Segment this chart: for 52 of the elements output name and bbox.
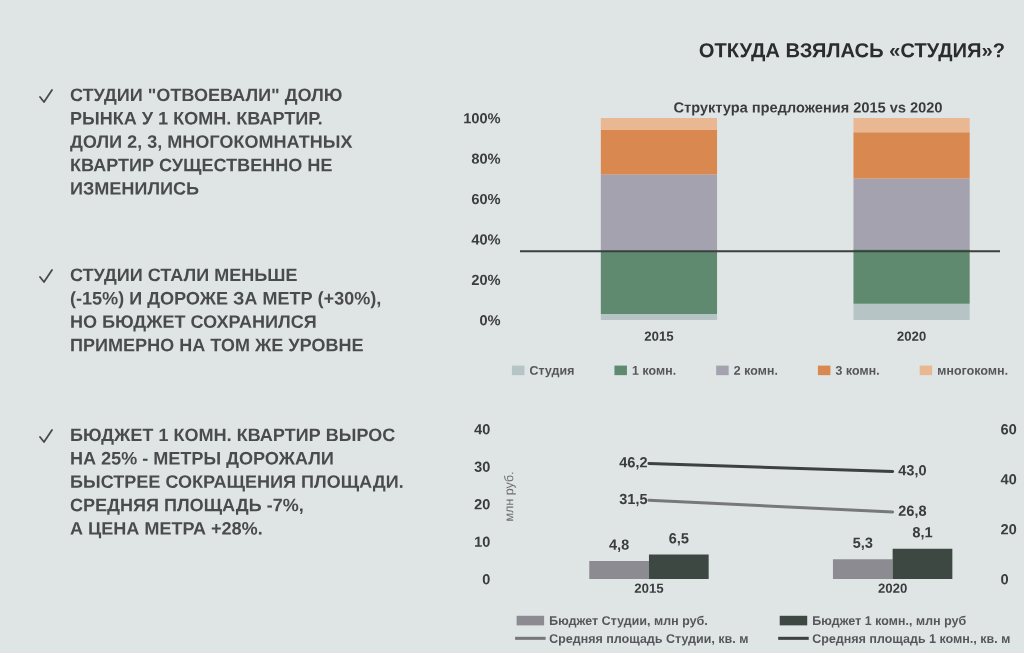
legend-label: 3 комн. [835, 365, 879, 375]
data-label: 4,8 [609, 539, 629, 552]
legend-label: многокомн. [938, 367, 1008, 375]
data-label: 26,8 [898, 505, 927, 519]
y2-tick-label: 0 [1001, 574, 1009, 585]
data-label: 43,0 [898, 465, 926, 478]
bar [600, 174, 718, 252]
y-axis-title: млн руб. [504, 472, 516, 521]
legend-label: 2 комн. [734, 365, 778, 375]
y-tick-label: 10 [475, 536, 490, 547]
y-tick-label: 40% [471, 234, 501, 245]
data-label: 31,5 [619, 493, 648, 507]
data-label: 8,1 [912, 527, 933, 540]
text: СТУДИИ "ОТВОЕВАЛИ" ДОЛЮ РЫНКА У 1 КОМН. КВАРТИР. ДОЛИ 2, 3, МНОГОКОМНАТНЫХ КВАРТИР СУЩЕСТВЕННО НЕ ИЗМЕНИЛИСЬ [70, 88, 353, 195]
bar [600, 130, 718, 175]
chart-title: Структура предложения 2015 vs 2020 [674, 102, 942, 116]
x-tick-label: 2020 [897, 331, 926, 341]
x-tick-label: 2015 [644, 331, 674, 341]
x-tick-label: 2015 [634, 583, 664, 593]
y2-tick-label: 20 [1001, 524, 1017, 535]
x-tick-label: 2020 [878, 583, 907, 593]
legend-label: Средняя площадь 1 комн., кв. м [812, 634, 1010, 646]
bar [600, 118, 718, 131]
y-tick-label: 0% [480, 315, 501, 326]
text: СТУДИИ СТАЛИ МЕНЬШЕ (-15%) И ДОРОЖЕ ЗА МЕТР (+30%), НО БЮДЖЕТ СОХРАНИЛСЯ ПРИМЕРНО НА ТОМ ЖЕ УРОВНЕ [70, 268, 381, 352]
y-tick-label: 20 [474, 499, 490, 510]
y-tick-label: 20% [471, 274, 501, 286]
y-tick-label: 0 [482, 574, 490, 585]
legend-label: Бюджет Студии, млн руб. [549, 615, 707, 628]
y-tick-label: 80% [471, 153, 501, 164]
y-tick-label: 30 [474, 461, 490, 472]
y-tick-label: 40 [474, 424, 490, 435]
bar [853, 303, 970, 320]
text: БЮДЖЕТ 1 КОМН. КВАРТИР ВЫРОС НА 25% - МЕТРЫ ДОРОЖАЛИ БЫСТРЕЕ СОКРАЩЕНИЯ ПЛОЩАДИ. СРЕДНЯЯ ПЛОЩАДЬ -7%, А ЦЕНА МЕТРА +28%. [70, 428, 403, 539]
data-label: 46,2 [619, 457, 647, 470]
data-label: 5,3 [853, 537, 873, 551]
bar [600, 251, 718, 314]
legend-label: Средняя площадь Студии, кв. м [549, 634, 748, 646]
bar [853, 118, 970, 133]
bar [853, 132, 970, 179]
y2-tick-label: 60 [1001, 424, 1017, 435]
bar [600, 313, 718, 320]
legend-label: 1 комн. [632, 366, 676, 375]
legend-label: Бюджет 1 комн., млн руб [813, 615, 966, 628]
y-tick-label: 60% [471, 193, 501, 205]
bar [853, 178, 970, 250]
text: ОТКУДА ВЗЯЛАСЬ «СТУДИЯ»? [699, 43, 1004, 62]
y-tick-label: 100% [464, 113, 501, 124]
bar [853, 249, 970, 304]
data-label: 6,5 [669, 533, 689, 546]
y2-tick-label: 40 [1000, 474, 1017, 485]
legend-label: Студия [529, 365, 574, 378]
